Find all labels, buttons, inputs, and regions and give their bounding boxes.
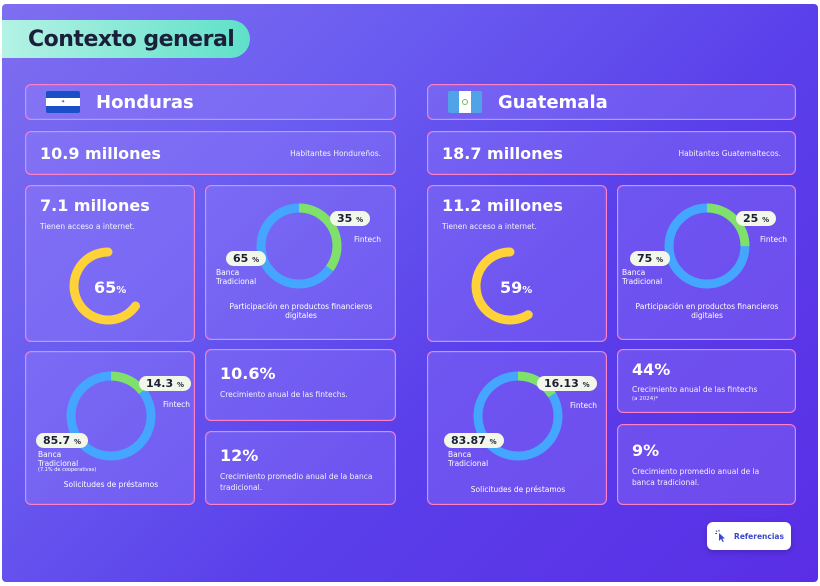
honduras-bank-growth-card: 12% Crecimiento promedio anual de la ban… [205,431,396,505]
slide: Contexto general ✦ Honduras 10.9 millone… [2,4,818,582]
honduras-digital-donut [256,203,342,289]
guatemala-internet-label: Tienen acceso a internet. [442,222,537,231]
honduras-fintech-growth-label: Crecimiento anual de las fintechs. [220,390,348,399]
guatemala-bank-growth-value: 9% [632,441,660,460]
honduras-loans-card: 14.3 % Fintech 85.7 % Banca Tradicional … [25,351,195,505]
guatemala-digital-caption: Participación en productos financieros d… [635,302,779,320]
honduras-internet-gauge-arc [69,247,141,325]
honduras-internet-label: Tienen acceso a internet. [40,222,135,231]
guatemala-loans-fintech-slice [473,371,563,461]
honduras-bank-growth-label: Crecimiento promedio anual de la banca t… [220,472,373,492]
honduras-digital-card: 35 % Fintech 65 % Banca Tradicional Part… [205,185,396,340]
guatemala-internet-gauge [471,247,533,325]
guatemala-digital-card: 25 % Fintech 75 % Banca Tradicional Part… [617,185,796,340]
honduras-internet-pct: 65% [94,278,127,297]
guatemala-digital-bank-pill: 75 % [630,251,671,266]
guatemala-digital-donut [664,203,750,289]
guatemala-fintech-growth-value: 44% [632,360,671,379]
references-label: Referencias [734,531,784,541]
honduras-header-card: ✦ Honduras [25,84,396,120]
honduras-internet-gauge [69,247,141,325]
guatemala-fintech-growth-card: 44% Crecimiento anual de las fintechs (a… [617,349,796,413]
honduras-digital-fintech-slice [256,203,342,289]
pointer-click-icon [715,529,726,542]
honduras-loans-caption: Solicitudes de préstamos [63,480,159,489]
guatemala-loans-bank-pill: 83.87 % [444,433,504,448]
honduras-digital-fintech-pill: 35 % [330,211,371,226]
guatemala-internet-gauge-arc [471,247,533,325]
guatemala-internet-pct: 59% [500,278,533,297]
honduras-population-card: 10.9 millones Habitantes Hondureños. [25,131,396,175]
guatemala-population-card: 18.7 millones Habitantes Guatemaltecos. [427,131,796,175]
honduras-population-value: 10.9 millones [40,143,161,163]
honduras-loans-fintech-slice [66,371,156,461]
honduras-flag-icon: ✦ [46,91,80,113]
honduras-internet-value: 7.1 millones [40,196,150,215]
honduras-fintech-growth-card: 10.6% Crecimiento anual de las fintechs. [205,349,396,421]
guatemala-population-value: 18.7 millones [442,143,563,163]
guatemala-internet-card: 11.2 millones Tienen acceso a internet. … [427,185,607,342]
honduras-bank-growth-value: 12% [220,446,259,465]
honduras-digital-fintech-label: Fintech [354,235,382,244]
guatemala-loans-bank-label: Banca Tradicional [448,450,489,468]
guatemala-digital-fintech-pill: 25 % [736,211,777,226]
honduras-digital-bank-label: Banca Tradicional [216,268,257,286]
honduras-digital-caption: Participación en productos financieros d… [229,302,373,320]
honduras-population-label: Habitantes Hondureños. [290,148,381,158]
guatemala-loans-fintech-label: Fintech [570,401,598,410]
guatemala-digital-fintech-label: Fintech [760,235,788,244]
guatemala-loans-card: 16.13 % Fintech 83.87 % Banca Tradiciona… [427,351,607,505]
guatemala-population-label: Habitantes Guatemaltecos. [678,148,781,158]
guatemala-loans-fintech-pill: 16.13 % [537,376,597,391]
honduras-loans-donut [66,371,156,461]
guatemala-fintech-growth-note: (a 2024)* [632,396,659,402]
guatemala-fintech-growth-label: Crecimiento anual de las fintechs [632,385,758,394]
guatemala-digital-bank-label: Banca Tradicional [622,268,663,286]
honduras-loans-bank-pill: 85.7 % [36,433,88,448]
guatemala-flag-icon [448,91,482,113]
guatemala-title: Guatemala [498,91,608,113]
honduras-fintech-growth-value: 10.6% [220,364,276,383]
page-title: Contexto general [28,26,235,52]
guatemala-loans-donut [473,371,563,461]
honduras-loans-bank-label: Banca Tradicional [38,450,79,468]
guatemala-digital-fintech-slice [664,203,750,289]
guatemala-bank-growth-card: 9% Crecimiento promedio anual de la banc… [617,424,796,505]
honduras-internet-card: 7.1 millones Tienen acceso a internet. 6… [25,185,195,342]
page-title-pill: Contexto general [2,20,250,58]
guatemala-internet-value: 11.2 millones [442,196,563,215]
guatemala-loans-caption: Solicitudes de préstamos [470,485,566,494]
honduras-loans-fintech-label: Fintech [163,400,191,409]
honduras-loans-fintech-pill: 14.3 % [139,376,191,391]
honduras-title: Honduras [96,91,194,113]
honduras-loans-bank-note: (7.1% de cooperativas) [38,467,97,473]
honduras-digital-bank-pill: 65 % [226,251,267,266]
guatemala-bank-growth-label: Crecimiento promedio anual de la banca t… [632,467,760,487]
guatemala-header-card: Guatemala [427,84,796,120]
references-button[interactable]: Referencias [707,522,791,550]
